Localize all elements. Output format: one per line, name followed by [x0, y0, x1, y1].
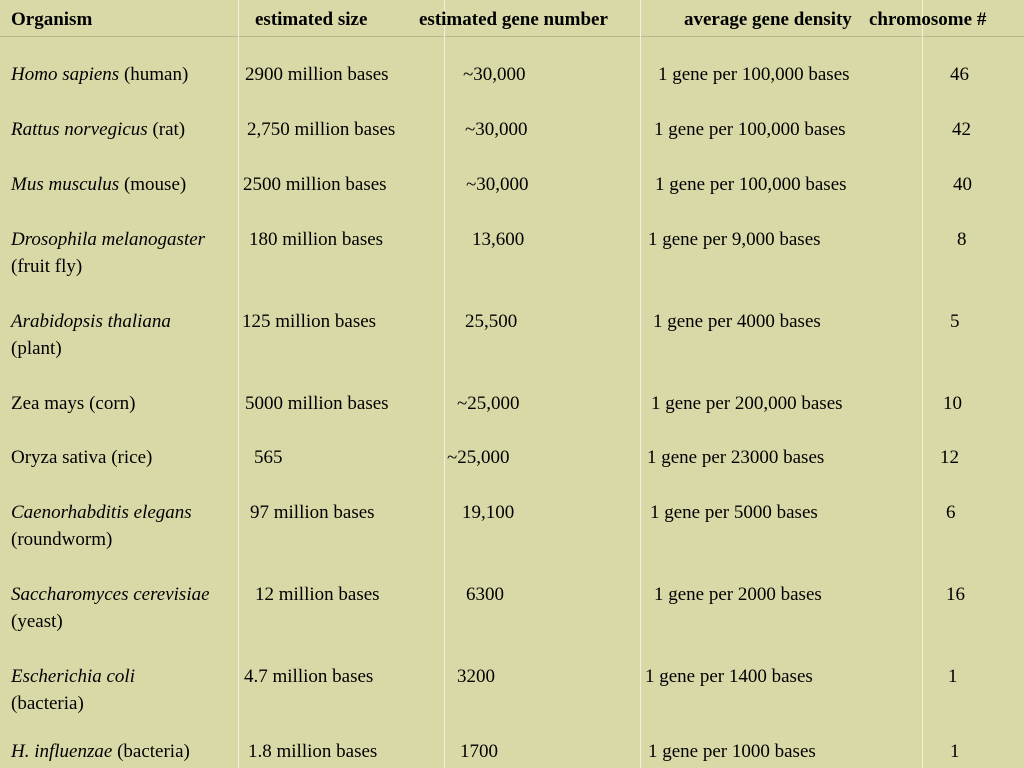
organism-cell: Rattus norvegicus (rat)	[11, 116, 185, 143]
organism-cell: H. influenzae (bacteria)	[11, 738, 190, 765]
organism-scientific-name: Mus musculus	[11, 174, 120, 195]
organism-common-name: (yeast)	[11, 611, 63, 632]
header-estimated-size: estimated size	[255, 9, 368, 30]
column-divider	[444, 0, 445, 768]
gene-density-cell: 1 gene per 23000 bases	[647, 447, 825, 468]
gene-number-cell: 13,600	[472, 229, 525, 250]
header-estimated-gene-number: estimated gene number	[419, 9, 608, 30]
chromosome-count-cell: 16	[946, 584, 965, 605]
organism-cell: Caenorhabditis elegans (roundworm)	[11, 499, 192, 553]
genome-size-cell: 12 million bases	[255, 584, 380, 605]
genome-size-cell: 2,750 million bases	[247, 119, 396, 140]
header-average-gene-density: average gene density	[684, 9, 852, 30]
table-header-band	[0, 0, 1024, 37]
organism-scientific-name: H. influenzae	[11, 741, 113, 762]
gene-density-cell: 1 gene per 1400 bases	[645, 666, 813, 687]
gene-number-cell: ~30,000	[466, 174, 529, 195]
gene-number-cell: ~25,000	[447, 447, 510, 468]
organism-cell: Escherichia coli (bacteria)	[11, 663, 135, 717]
organism-scientific-name: Drosophila melanogaster	[11, 229, 206, 250]
genome-size-cell: 4.7 million bases	[244, 666, 374, 687]
genome-size-cell: 2500 million bases	[243, 174, 387, 195]
chromosome-count-cell: 40	[953, 174, 972, 195]
organism-cell: Saccharomyces cerevisiae (yeast)	[11, 581, 210, 635]
organism-common-name: (rat)	[147, 119, 186, 140]
organism-common-name: (bacteria)	[11, 693, 84, 714]
gene-density-cell: 1 gene per 100,000 bases	[655, 174, 847, 195]
genome-size-cell: 125 million bases	[242, 311, 377, 332]
column-divider	[640, 0, 641, 768]
chromosome-count-cell: 5	[950, 311, 960, 332]
gene-number-cell: ~25,000	[457, 393, 520, 414]
chromosome-count-cell: 12	[940, 447, 959, 468]
organism-common-name: Zea mays (corn)	[11, 393, 136, 414]
organism-cell: Mus musculus (mouse)	[11, 171, 186, 198]
gene-density-cell: 1 gene per 2000 bases	[654, 584, 822, 605]
gene-density-cell: 1 gene per 5000 bases	[650, 502, 818, 523]
chromosome-count-cell: 42	[952, 119, 971, 140]
gene-density-cell: 1 gene per 100,000 bases	[654, 119, 846, 140]
gene-density-cell: 1 gene per 4000 bases	[653, 311, 821, 332]
gene-number-cell: 3200	[457, 666, 495, 687]
organism-cell: Oryza sativa (rice)	[11, 444, 152, 471]
gene-number-cell: 1700	[460, 741, 498, 762]
genome-size-cell: 1.8 million bases	[248, 741, 378, 762]
organism-cell: Homo sapiens (human)	[11, 61, 188, 88]
organism-cell: Drosophila melanogaster (fruit fly)	[11, 226, 205, 280]
gene-density-cell: 1 gene per 100,000 bases	[658, 64, 850, 85]
gene-number-cell: 19,100	[462, 502, 515, 523]
chromosome-count-cell: 1	[948, 666, 958, 687]
gene-number-cell: ~30,000	[463, 64, 526, 85]
genome-size-cell: 565	[254, 447, 283, 468]
chromosome-count-cell: 46	[950, 64, 969, 85]
organism-common-name: (bacteria)	[112, 741, 190, 762]
gene-density-cell: 1 gene per 9,000 bases	[648, 229, 821, 250]
chromosome-count-cell: 10	[943, 393, 962, 414]
organism-common-name: (roundworm)	[11, 529, 113, 550]
gene-density-cell: 1 gene per 1000 bases	[648, 741, 816, 762]
organism-scientific-name: Saccharomyces cerevisiae	[11, 584, 210, 605]
organism-common-name: Oryza sativa (rice)	[11, 447, 153, 468]
organism-scientific-name: Homo sapiens	[11, 64, 120, 85]
chromosome-count-cell: 8	[957, 229, 967, 250]
genome-size-cell: 2900 million bases	[245, 64, 389, 85]
organism-common-name: (plant)	[11, 338, 62, 359]
organism-common-name: (fruit fly)	[11, 256, 83, 277]
organism-scientific-name: Rattus norvegicus	[11, 119, 148, 140]
chromosome-count-cell: 1	[950, 741, 960, 762]
column-divider	[922, 0, 923, 768]
header-organism: Organism	[11, 9, 93, 30]
organism-scientific-name: Caenorhabditis elegans	[11, 502, 192, 523]
organism-scientific-name: Escherichia coli	[11, 666, 135, 687]
organism-common-name: (mouse)	[119, 174, 187, 195]
gene-number-cell: 6300	[466, 584, 504, 605]
genome-size-cell: 5000 million bases	[245, 393, 389, 414]
organism-common-name: (human)	[119, 64, 189, 85]
chromosome-count-cell: 6	[946, 502, 956, 523]
genome-size-cell: 180 million bases	[249, 229, 384, 250]
organism-cell: Arabidopsis thaliana (plant)	[11, 308, 171, 362]
header-chromosome-number: chromosome #	[869, 9, 987, 30]
gene-number-cell: ~30,000	[465, 119, 528, 140]
gene-density-cell: 1 gene per 200,000 bases	[651, 393, 843, 414]
column-divider	[238, 0, 239, 768]
genome-size-cell: 97 million bases	[250, 502, 375, 523]
gene-number-cell: 25,500	[465, 311, 518, 332]
organism-cell: Zea mays (corn)	[11, 390, 136, 417]
organism-scientific-name: Arabidopsis thaliana	[11, 311, 171, 332]
